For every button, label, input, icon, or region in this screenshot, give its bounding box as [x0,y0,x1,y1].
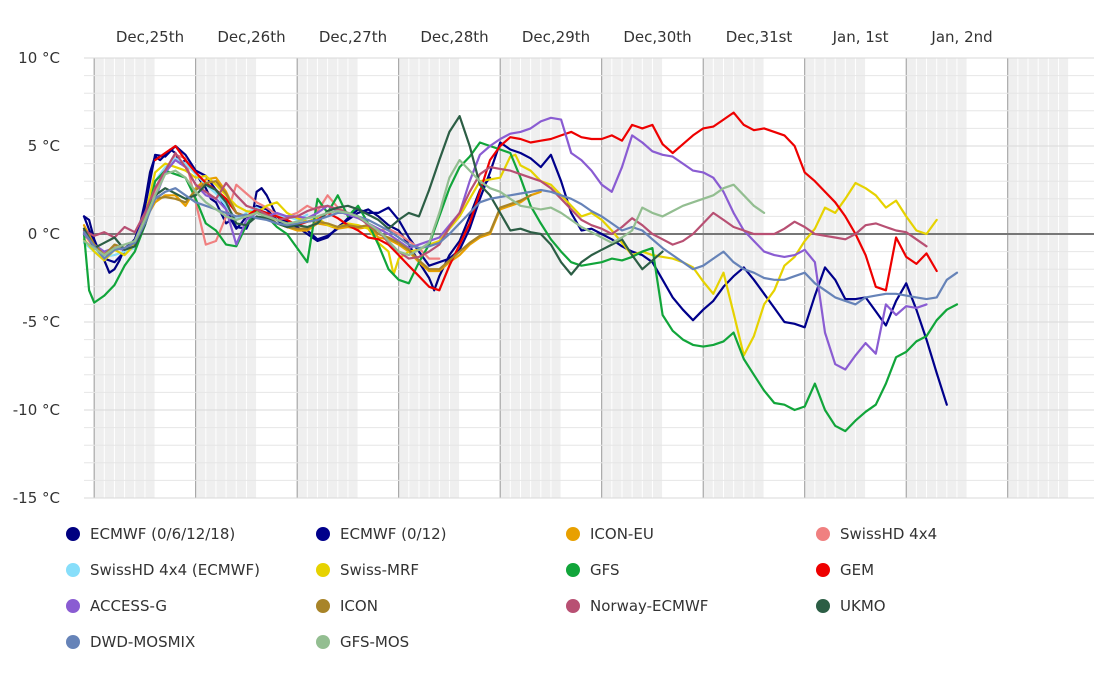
legend-label: ACCESS-G [90,597,167,615]
y-tick-label: -5 °C [22,313,60,331]
legend-marker [66,635,80,649]
x-tick-label: Dec,25th [116,28,184,46]
legend-label: ECMWF (0/12) [340,525,447,543]
legend: ECMWF (0/6/12/18) ECMWF (0/12) ICON-EU Swis… [66,525,937,651]
x-tick-label: Dec,30th [623,28,691,46]
y-tick-label: 10 °C [18,49,60,67]
legend-label: SwissHD 4x4 [840,525,937,543]
legend-item[interactable]: ACCESS-G [66,597,167,615]
x-tick-label: Jan, 1st [832,28,889,46]
legend-item[interactable]: ICON-EU [566,525,654,543]
legend-label: UKMO [840,597,886,615]
legend-label: ICON-EU [590,525,654,543]
series-line-dwd-mosmix [82,187,959,306]
legend-marker [316,527,330,541]
legend-label: GFS [590,561,620,579]
legend-item[interactable]: Norway-ECMWF [566,597,708,615]
series-lines [82,111,959,433]
y-tick-label: 5 °C [28,137,60,155]
x-tick-label: Dec,31st [726,28,793,46]
legend-label: SwissHD 4x4 (ECMWF) [90,561,260,579]
legend-marker [816,563,830,577]
y-tick-label: 0 °C [28,225,60,243]
legend-label: Norway-ECMWF [590,597,708,615]
legend-item[interactable]: SwissHD 4x4 (ECMWF) [66,561,260,579]
legend-label: ICON [340,597,378,615]
legend-marker [316,563,330,577]
series-line-gfs-mos [82,159,766,257]
legend-label: GFS-MOS [340,633,409,651]
legend-marker [316,599,330,613]
x-tick-label: Dec,26th [217,28,285,46]
legend-marker [566,599,580,613]
x-tick-label: Dec,27th [319,28,387,46]
legend-marker [66,599,80,613]
legend-marker [566,527,580,541]
legend-item[interactable]: SwissHD 4x4 [816,525,937,543]
x-tick-label: Dec,28th [420,28,488,46]
legend-label: ECMWF (0/6/12/18) [90,525,235,543]
x-tick-label: Jan, 2nd [930,28,992,46]
legend-label: Swiss-MRF [340,561,419,579]
legend-item[interactable]: GFS [566,561,620,579]
legend-marker [66,563,80,577]
legend-marker [816,527,830,541]
horizontal-gridlines [84,57,1094,499]
legend-item[interactable]: ECMWF (0/6/12/18) [66,525,235,543]
legend-label: GEM [840,561,874,579]
x-tick-label: Dec,29th [522,28,590,46]
legend-item[interactable]: GEM [816,561,874,579]
series-line-gfs [82,141,959,433]
series-line-icon [82,180,532,271]
legend-marker [316,635,330,649]
y-tick-label: -10 °C [13,401,60,419]
legend-item[interactable]: ECMWF (0/12) [316,525,447,543]
x-axis-labels: Dec,25th Dec,26th Dec,27th Dec,28th Dec,29th… [116,28,993,46]
legend-marker [566,563,580,577]
legend-marker [816,599,830,613]
y-axis-labels: 10 °C 5 °C 0 °C -5 °C -10 °C -15 °C [13,49,60,507]
legend-item[interactable]: GFS-MOS [316,633,409,651]
legend-item[interactable]: UKMO [816,597,886,615]
legend-marker [66,527,80,541]
legend-label: DWD-MOSMIX [90,633,195,651]
series-line-access-g [82,116,928,371]
y-tick-label: -15 °C [13,489,60,507]
series-line-ukmo [82,115,664,276]
series-line-norway-ecmwf [82,151,928,260]
vertical-gridlines [83,58,1090,498]
legend-item[interactable]: ICON [316,597,378,615]
legend-item[interactable]: Swiss-MRF [316,561,419,579]
legend-item[interactable]: DWD-MOSMIX [66,633,195,651]
